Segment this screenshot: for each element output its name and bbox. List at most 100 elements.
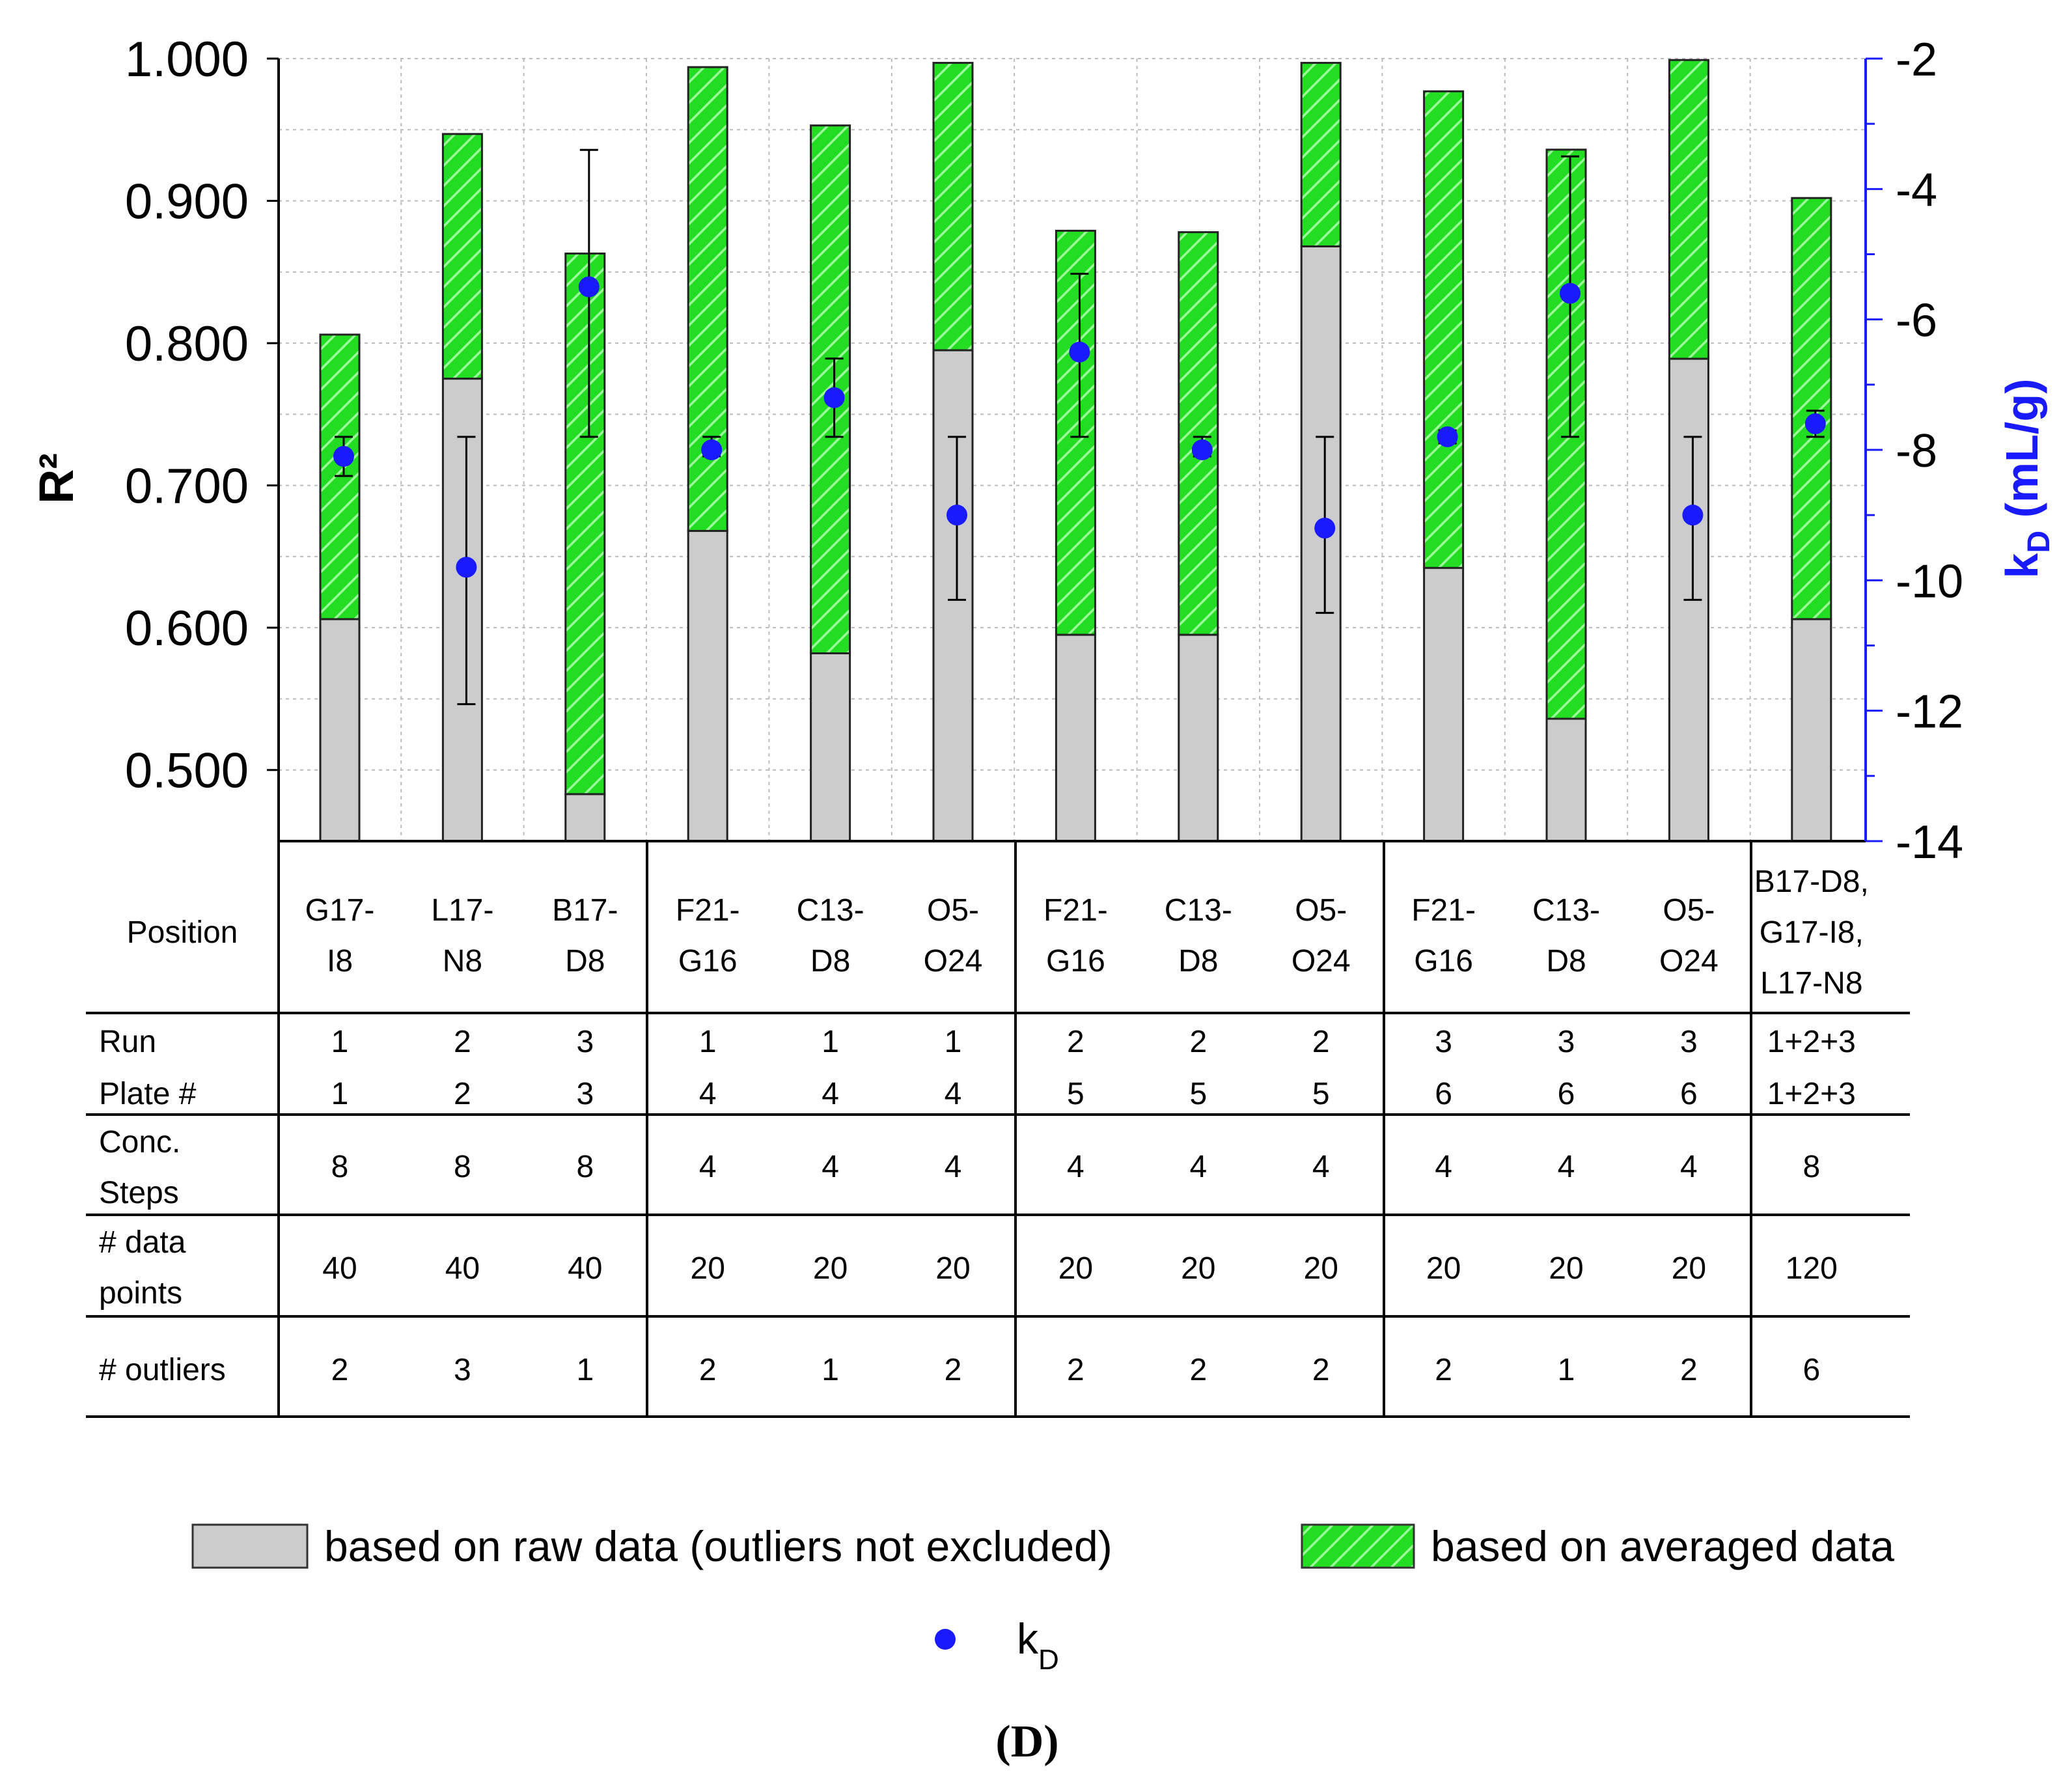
right-axis: -2 -4 -6 -8 -10 -12 -14 [1864,34,1963,868]
kd-point [701,439,723,460]
table-cell-conc: 8 [331,1150,349,1184]
table-header-position: Position [127,915,238,950]
kd-point [333,446,354,467]
table-cell-datapoints: 20 [1181,1251,1215,1286]
table-cell-plate: 1+2+3 [1767,1077,1856,1111]
table-cell-plate: 6 [1680,1077,1698,1111]
left-axis-tick-label: 0.800 [125,316,249,372]
table-cell-datapoints: 40 [568,1251,602,1286]
table-cell-run: 2 [1067,1025,1084,1059]
data-table: Position Run Plate # Conc. Steps # data points… [86,841,1910,1418]
table-cell-run: 1 [822,1025,839,1059]
table-cell-outliers: 2 [945,1353,962,1387]
table-cell-conc: 4 [1435,1150,1452,1184]
table-cell-position: D8 [1546,944,1586,978]
table-cell-conc: 4 [822,1150,839,1184]
table-cell-plate: 4 [699,1077,717,1111]
bar-averaged [1300,62,1342,247]
table-cell-position: B17-D8, [1754,865,1869,899]
table-cell-position: G16 [1414,944,1473,978]
table-cell-run: 3 [1680,1025,1698,1059]
table-cell-datapoints: 20 [691,1251,725,1286]
table-cell-position: G17- [305,893,375,928]
table-cell-run: 1 [331,1025,349,1059]
left-axis: 0.500 0.600 0.700 0.800 0.900 1.000 [125,32,280,841]
table-cell-plate: 1 [331,1077,349,1111]
table-cell-position: N8 [443,944,482,978]
kd-point [578,276,600,298]
table-cell-position: O5- [1295,893,1347,928]
kd-point [1314,518,1336,539]
table-cell-position: G17-I8, [1760,915,1864,950]
table-cell-plate: 5 [1312,1077,1330,1111]
bar-averaged [1791,197,1832,620]
table-cell-outliers: 2 [1435,1353,1452,1387]
plot-area [279,58,1866,842]
table-cell-plate: 4 [822,1077,839,1111]
table-cell-position: B17- [552,893,618,928]
kd-point [946,505,967,526]
bar-raw [1055,633,1096,842]
table-header-conc: Conc. [99,1125,180,1159]
table-cell-conc: 4 [945,1150,962,1184]
table-cell-position: O5- [1663,893,1715,928]
table-cell-outliers: 6 [1803,1353,1820,1387]
table-cell-position: L17-N8 [1760,966,1862,1001]
bar-raw [1300,245,1342,842]
table-cell-outliers: 2 [1680,1353,1698,1387]
bars [319,59,1832,842]
table-header-plate: Plate # [99,1077,197,1111]
table-cell-position: D8 [565,944,605,978]
table-cell-position: O24 [924,944,983,978]
table-cell-run: 2 [1312,1025,1330,1059]
left-axis-label: R² [29,453,83,504]
bar-raw [687,530,728,842]
table-cell-conc: 4 [1189,1150,1207,1184]
figure-label: (D) [995,1717,1058,1767]
right-axis-tick-label: -8 [1896,425,1937,477]
table-cell-run: 2 [454,1025,471,1059]
table-cell-run: 3 [576,1025,594,1059]
table-cell-conc: 4 [1558,1150,1575,1184]
bar-raw [810,652,851,842]
table-cell-outliers: 2 [331,1353,349,1387]
table-cell-position: O24 [1292,944,1351,978]
legend: based on raw data (outliers not excluded… [191,1522,1894,1676]
gridlines [279,58,1866,841]
table-header-steps: Steps [99,1176,179,1210]
table-cell-run: 1 [699,1025,717,1059]
table-cell-plate: 5 [1067,1077,1084,1111]
bar-raw [1423,566,1465,842]
table-cell-position: C13- [1532,893,1600,928]
table-cell-plate: 6 [1435,1077,1452,1111]
table-cell-datapoints: 20 [1549,1251,1583,1286]
left-axis-tick-label: 0.700 [125,459,249,514]
bar-raw [441,378,483,842]
table-cell-position: D8 [810,944,850,978]
table-cell-position: G16 [1046,944,1105,978]
bar-raw [932,349,974,842]
kd-point [1682,505,1704,526]
legend-raw-swatch [191,1523,309,1569]
table-cell-outliers: 2 [1067,1353,1084,1387]
table-cell-datapoints: 20 [1304,1251,1338,1286]
table-cell-outliers: 3 [454,1353,471,1387]
table-cell-position: G16 [678,944,738,978]
table-cell-position: O5- [927,893,979,928]
legend-averaged-swatch [1301,1523,1415,1569]
left-axis-tick-label: 0.500 [125,743,249,799]
left-axis-tick-label: 0.600 [125,601,249,656]
table-cell-plate: 3 [576,1077,594,1111]
bar-averaged [441,133,483,380]
table-cell-datapoints: 20 [1672,1251,1706,1286]
legend-averaged-label: based on averaged data [1431,1522,1894,1570]
kd-point [1191,439,1213,460]
table-cell-conc: 8 [1803,1150,1820,1184]
bar-raw [319,618,361,842]
table-cell-outliers: 1 [1558,1353,1575,1387]
kd-point [1069,341,1090,363]
right-axis-tick-label: -10 [1896,555,1963,607]
table-cell-run: 1 [945,1025,962,1059]
table-cell-plate: 5 [1189,1077,1207,1111]
